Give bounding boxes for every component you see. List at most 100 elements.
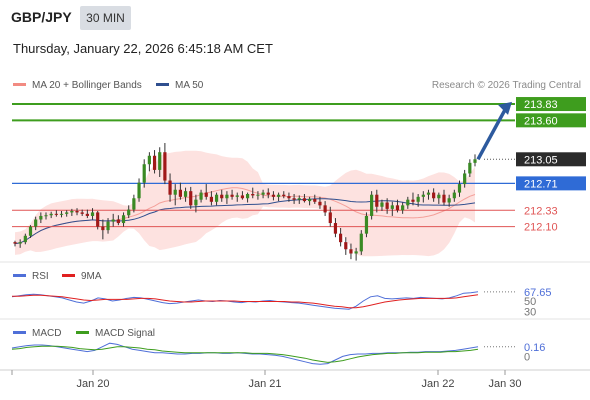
candle-body <box>147 155 151 165</box>
candle-body <box>127 209 131 216</box>
candle-body <box>90 212 95 216</box>
candle-body <box>426 192 431 195</box>
forecast-arrow-shaft <box>476 107 508 161</box>
candle-body <box>380 202 384 207</box>
candle-body <box>158 152 162 170</box>
currency-pair-title: GBP/JPY <box>11 9 72 25</box>
candle-body <box>142 164 146 183</box>
rsi-line <box>11 291 479 310</box>
ma20-swatch <box>13 82 26 86</box>
candle-body <box>359 233 363 252</box>
support-level-label: 212.33 <box>524 205 558 217</box>
candle-body <box>447 198 451 203</box>
candle-body <box>261 192 265 195</box>
candle-body <box>292 198 296 200</box>
candle-body <box>282 194 286 197</box>
candle-body <box>323 205 327 213</box>
ma50-line <box>14 198 476 245</box>
legend-ma20: MA 20 + Bollinger Bands <box>13 80 142 91</box>
candle-body <box>333 223 338 234</box>
rsi-tick-label: 50 <box>524 296 536 308</box>
timestamp: Thursday, January 22, 2026 6:45:18 AM CE… <box>13 41 273 56</box>
candle-body <box>96 212 100 227</box>
candle-body <box>256 194 260 196</box>
candle-body <box>364 215 369 234</box>
ma50-swatch <box>156 82 169 86</box>
x-axis-tick-label: Jan 30 <box>488 378 521 390</box>
candle-body <box>34 219 38 227</box>
candle-body <box>251 194 255 196</box>
candle-body <box>80 212 84 214</box>
macd-label: MACD <box>32 328 62 339</box>
macd-signal-line <box>11 345 479 363</box>
ma50-label: MA 50 <box>175 80 204 91</box>
target-level-tag <box>516 97 586 112</box>
candle-body <box>452 192 456 199</box>
legend-9ma: 9MA <box>62 271 102 282</box>
candle-body <box>349 249 353 254</box>
rsi-label: RSI <box>32 271 49 282</box>
candle-body <box>111 219 115 222</box>
candle-body <box>235 195 239 197</box>
candle-body <box>173 189 177 195</box>
candle-body <box>354 251 358 254</box>
candle-body <box>313 198 317 202</box>
candle-body <box>406 199 410 206</box>
candle-body <box>421 194 425 197</box>
candle-body <box>344 242 348 250</box>
candle-body <box>163 152 167 181</box>
macd-signal-swatch <box>76 330 89 334</box>
candle-body <box>302 198 307 202</box>
candle-body <box>75 211 79 213</box>
research-credit: Research © 2026 Trading Central <box>431 80 581 91</box>
candle-body <box>85 213 89 216</box>
candle-body <box>194 199 198 206</box>
candle-body <box>271 194 276 197</box>
candle-body <box>457 184 462 193</box>
candle-body <box>287 196 291 199</box>
candle-body <box>178 189 182 197</box>
candle-body <box>101 226 105 231</box>
legend-macd-signal: MACD Signal <box>76 328 155 339</box>
candle-body <box>49 213 53 216</box>
x-axis-tick-label: Jan 21 <box>248 378 281 390</box>
candle-body <box>168 180 172 195</box>
candle-body <box>204 192 208 197</box>
candle-body <box>411 199 415 202</box>
candle-body <box>328 212 332 224</box>
macd-signal-label: MACD Signal <box>95 328 156 339</box>
candle-body <box>152 155 157 170</box>
candle-body <box>13 242 17 244</box>
candle-body <box>395 205 400 211</box>
legend-macd: MACD <box>13 328 61 339</box>
timeframe-button[interactable]: 30 MIN <box>80 6 131 30</box>
candle-body <box>437 194 441 199</box>
target-level-tag <box>516 113 586 128</box>
candle-body <box>209 196 214 202</box>
legend-rsi: RSI <box>13 271 49 282</box>
candle-body <box>214 194 219 202</box>
candle-body <box>245 194 250 199</box>
candle-body <box>106 221 110 231</box>
candle-body <box>276 194 281 197</box>
candle-body <box>266 192 270 195</box>
target-level-label: 213.60 <box>524 115 558 127</box>
candle-body <box>432 192 436 199</box>
candle-body <box>468 162 472 174</box>
candle-body <box>65 212 69 214</box>
candle-body <box>183 191 188 197</box>
candle-body <box>473 159 477 163</box>
candle-body <box>230 194 234 197</box>
ma9-swatch <box>62 273 75 277</box>
rsi-swatch <box>13 273 26 277</box>
pivot-level-label: 212.71 <box>524 178 558 190</box>
rsi-9ma-line <box>12 294 479 309</box>
candle-body <box>339 233 343 243</box>
candle-body <box>297 198 301 200</box>
candle-body <box>132 198 136 210</box>
candle-body <box>225 194 229 199</box>
candle-body <box>54 213 58 215</box>
candle-body <box>199 192 203 200</box>
forecast-arrow-head <box>498 101 512 115</box>
